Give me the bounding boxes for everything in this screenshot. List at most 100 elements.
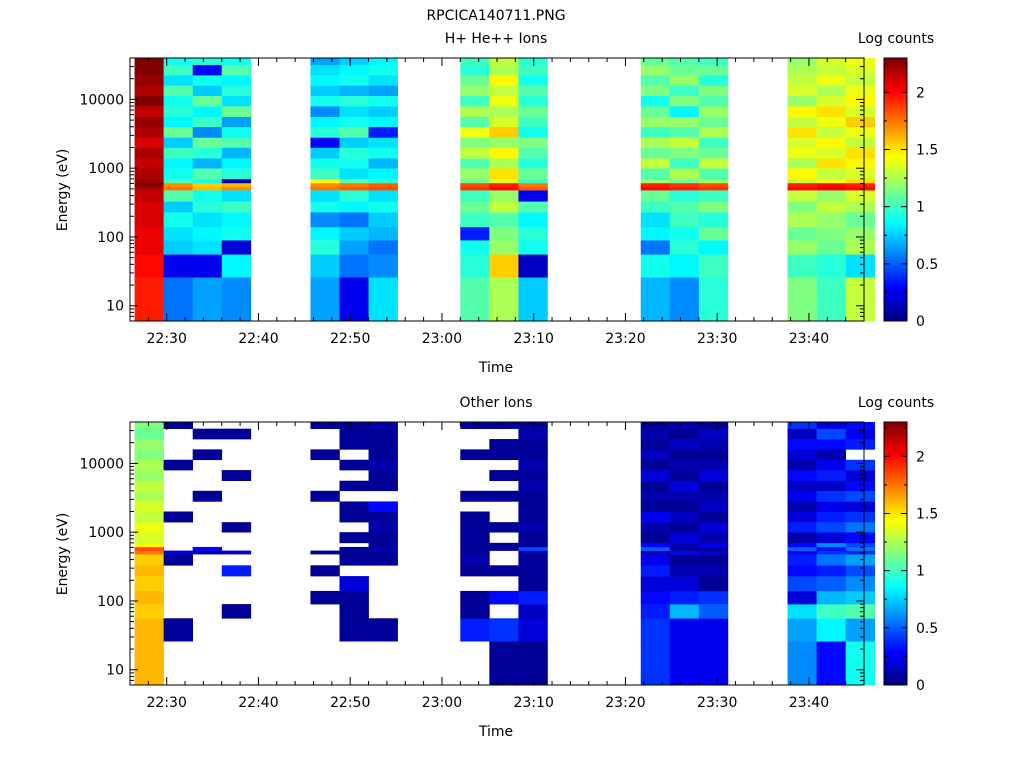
- heatmap-cell: [339, 480, 369, 492]
- heatmap-cell: [669, 618, 700, 642]
- heatmap-cell: [787, 480, 817, 492]
- colorbar-segment: [884, 487, 907, 491]
- colorbar-frame: [883, 421, 908, 686]
- colorbar-segment: [884, 318, 907, 322]
- heatmap-cell: [698, 576, 729, 592]
- heatmap-cell: [192, 428, 223, 440]
- heatmap-cell: [368, 550, 398, 555]
- colorbar-segment: [884, 645, 907, 649]
- heatmap-cell: [518, 201, 548, 213]
- colorbar-segment: [884, 463, 907, 467]
- panel-2-xlabel: Time: [478, 724, 513, 740]
- heatmap-cell: [816, 168, 846, 180]
- heatmap-cell: [845, 277, 876, 322]
- heatmap-cell: [518, 58, 548, 65]
- heatmap-cell: [368, 459, 398, 471]
- x-tick-label: 23:40: [789, 331, 829, 347]
- heatmap-cell: [698, 126, 729, 138]
- colorbar-segment: [884, 110, 907, 114]
- heatmap-cell: [134, 137, 164, 148]
- heatmap-cell: [489, 449, 519, 461]
- heatmap-cell: [640, 554, 671, 566]
- heatmap-cell: [669, 501, 700, 512]
- heatmap-cell: [845, 459, 876, 471]
- colorbar-segment: [884, 93, 907, 96]
- heatmap-cell: [339, 422, 369, 429]
- panel-2-colorbar-label: Log counts: [858, 395, 934, 411]
- heatmap-cell: [640, 168, 671, 180]
- colorbar-segment: [884, 669, 907, 673]
- heatmap-cell: [518, 470, 548, 482]
- heatmap-cell: [816, 64, 846, 76]
- heatmap-cell: [489, 240, 519, 255]
- heatmap-cell: [134, 186, 164, 191]
- colorbar-segment: [884, 636, 907, 640]
- heatmap-cell: [460, 277, 490, 322]
- heatmap-cell: [698, 137, 729, 148]
- heatmap-cell: [489, 116, 519, 128]
- heatmap-cell: [134, 240, 164, 255]
- heatmap-cell: [518, 604, 548, 619]
- heatmap-cell: [134, 178, 164, 184]
- panel-2-subtitle: Other Ions: [459, 395, 532, 411]
- colorbar-segment: [884, 257, 907, 261]
- y-tick-label: 10: [106, 299, 124, 315]
- heatmap-cell: [518, 459, 548, 471]
- heatmap-cell: [669, 85, 700, 97]
- heatmap-cell: [339, 126, 369, 138]
- heatmap-cell: [310, 240, 340, 255]
- colorbar-segment: [884, 125, 907, 129]
- heatmap-cell: [698, 511, 729, 523]
- heatmap-cell: [310, 106, 340, 118]
- colorbar-segment: [884, 307, 907, 311]
- heatmap-cell: [669, 240, 700, 255]
- colorbar-segment: [884, 141, 907, 144]
- heatmap-cell: [163, 554, 194, 566]
- heatmap-cell: [698, 542, 729, 548]
- heatmap-cell: [339, 254, 369, 278]
- heatmap-cell: [489, 422, 519, 429]
- heatmap-cell: [816, 75, 846, 86]
- heatmap-cell: [310, 64, 340, 76]
- heatmap-cell: [640, 182, 671, 187]
- heatmap-cell: [163, 147, 194, 159]
- heatmap-cell: [640, 75, 671, 86]
- colorbar-segment: [884, 573, 907, 576]
- colorbar-segment: [884, 79, 907, 83]
- heatmap-cell: [460, 554, 490, 566]
- heatmap-cell: [698, 490, 729, 502]
- heatmap-cell: [310, 277, 340, 322]
- heatmap-cell: [339, 459, 369, 471]
- colorbar-segment: [884, 478, 907, 482]
- heatmap-cell: [460, 550, 490, 555]
- heatmap-cell: [460, 542, 490, 548]
- heatmap-cell: [339, 554, 369, 566]
- colorbar-segment: [884, 422, 907, 425]
- heatmap-cell: [845, 58, 876, 65]
- colorbar-segment: [884, 62, 907, 66]
- colorbar-segment: [884, 575, 907, 579]
- colorbar-segment: [884, 632, 907, 636]
- heatmap-cell: [221, 182, 252, 187]
- heatmap-cell: [518, 182, 548, 187]
- heatmap-cell: [368, 240, 398, 255]
- heatmap-cell: [816, 126, 846, 138]
- heatmap-cell: [310, 158, 340, 169]
- heatmap-cell: [845, 212, 876, 228]
- panel-2-plot: 22:30 22:40 22:50 23:00 23:10 23:20 23:30 23:40…: [79, 421, 938, 711]
- heatmap-cell: [787, 64, 817, 76]
- heatmap-cell: [134, 126, 164, 138]
- colorbar-segment: [884, 97, 907, 101]
- colorbar-segment: [884, 544, 907, 548]
- colorbar-segment: [884, 498, 907, 502]
- colorbar-segment: [884, 154, 907, 158]
- colorbar-segment: [884, 217, 907, 221]
- colorbar-segment: [884, 549, 907, 552]
- heatmap-cell: [221, 226, 252, 241]
- colorbar-segment: [884, 457, 907, 460]
- heatmap-cell: [368, 480, 398, 492]
- heatmap-cell: [787, 277, 817, 322]
- heatmap-cell: [640, 147, 671, 159]
- panel-1-ylabel: Energy (eV): [55, 149, 71, 232]
- heatmap-cell: [669, 550, 700, 555]
